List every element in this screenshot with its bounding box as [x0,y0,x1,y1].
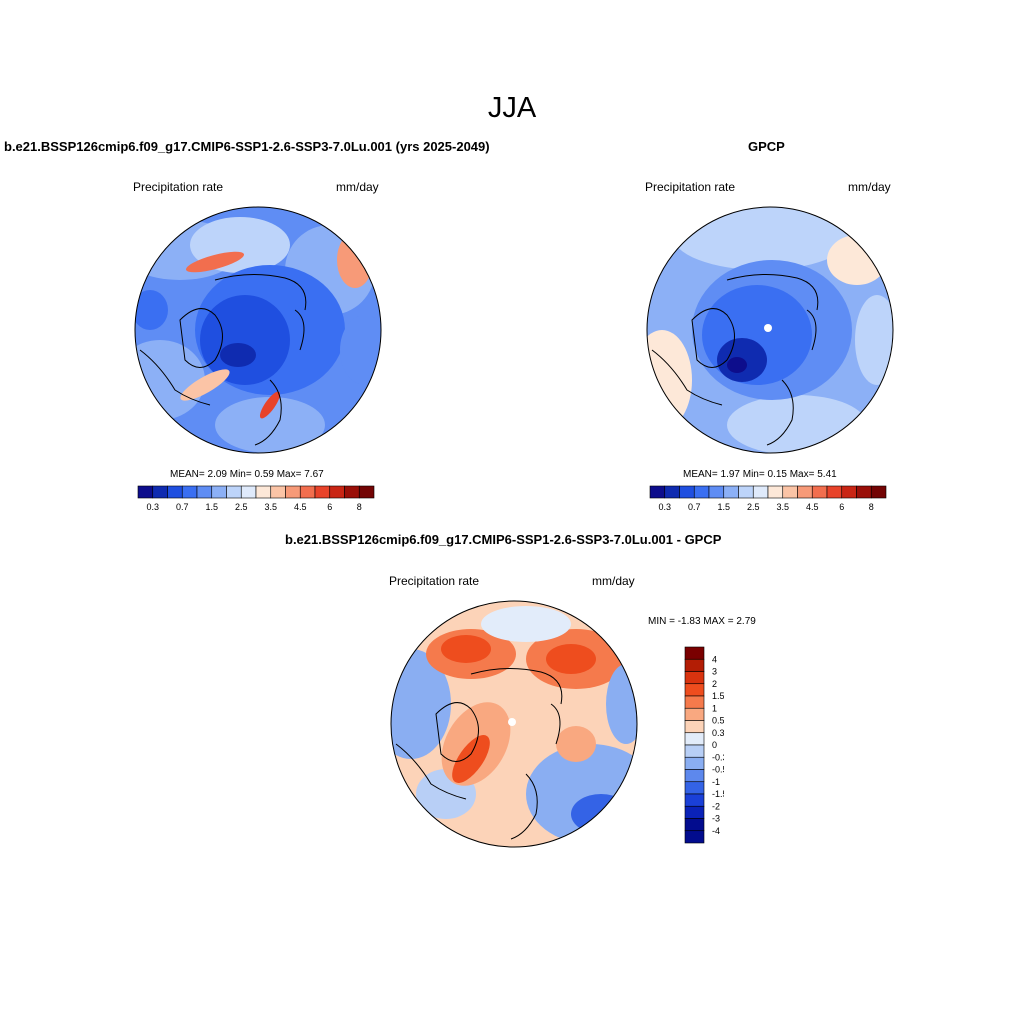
panel3-colorbar-tick-label: 2 [712,679,717,689]
panel1-colorbar-tick-label: 4.5 [294,502,307,512]
panel1-title: b.e21.BSSP126cmip6.f09_g17.CMIP6-SSP1-2.… [4,139,490,154]
panel2-colorbar-swatch [826,485,843,499]
panel1-stats: MEAN= 2.09 Min= 0.59 Max= 7.67 [170,469,324,480]
panel1-colorbar-swatch [196,485,213,499]
panel3-colorbar-tick-label: -2 [712,801,720,811]
panel1-colorbar-swatch [285,485,301,499]
panel2-colorbar-swatch [870,485,887,499]
panel2-colorbar-swatch [723,485,739,499]
panel1-colorbar-swatch [152,485,168,499]
panel3-stats: MIN = -1.83 MAX = 2.79 [648,616,756,627]
panel3-colorbar-tick-label: 1.5 [712,691,724,701]
panel2-colorbar-tick-label: 1.5 [717,502,730,512]
panel3-colorbar-swatch [684,646,705,660]
panel2-colorbar-swatch [664,485,680,499]
panel2-colorbar-swatch [693,485,710,499]
panel1-colorbar-swatch [358,485,375,499]
panel3-colorbar-swatch [684,818,705,832]
panel2-colorbar-swatch [738,485,754,499]
panel2-colorbar-swatch [856,485,872,499]
panel3-colorbar-tick-label: -0.5 [712,765,724,775]
panel3-colorbar-tick-label: 4 [712,654,717,664]
panel3-colorbar-swatch [684,707,705,721]
panel1-units-label: mm/day [336,180,379,194]
panel2-colorbar-swatch [782,485,798,499]
panel3-variable-label: Precipitation rate [389,574,480,588]
panel1-colorbar-swatch [314,485,331,499]
panel3-colorbar-tick-label: 0 [712,740,717,750]
panel2-colorbar-swatch [797,485,813,499]
panel1-colorbar-tick-label: 6 [327,502,332,512]
panel1-colorbar-swatch [240,485,257,499]
panel1-colorbar-swatch [270,485,286,499]
panel3-units-label: mm/day [592,574,635,588]
panel1-colorbar-swatch [299,485,316,499]
panel3-colorbar-swatch [684,671,705,685]
panel1-colorbar-swatch [255,485,272,499]
panel1-colorbar-tick-label: 2.5 [235,502,248,512]
panel1-colorbar-swatch [344,485,360,499]
panel2-colorbar-swatch [679,485,695,499]
panel3-colorbar-swatch [684,744,705,758]
panel3-colorbar-tick-label: 0.3 [712,728,724,738]
panel2-colorbar-tick-label: 2.5 [747,502,760,512]
panel1-colorbar-swatch [211,485,227,499]
panel3-colorbar-tick-label: -4 [712,826,720,836]
panel3-colorbar: 4 3 2 1.5 1 0.5 0.3 0 -0.3 -0.5 -1 -1.5 -2 -3 -4 [684,646,724,844]
panel3-colorbar-tick-label: -1.5 [712,789,724,799]
panel3-colorbar-swatch [684,720,705,734]
panel2-colorbar-swatch [752,485,769,499]
panel2-units-label: mm/day [848,180,891,194]
panel3-colorbar-tick-label: 3 [712,667,717,677]
panel2-variable-label: Precipitation rate [645,180,736,194]
panel2-colorbar-tick-label: 4.5 [806,502,819,512]
panel1-polar-map [134,206,382,454]
panel3-colorbar-swatch [684,769,705,783]
panel3-colorbar-tick-label: -0.3 [712,752,724,762]
panel3-colorbar-tick-label: 0.5 [712,716,724,726]
panel3-colorbar-swatch [684,830,705,844]
panel1-colorbar-tick-label: 3.5 [264,502,277,512]
panel3-colorbar-tick-label: -1 [712,777,720,787]
panel3-colorbar-tick-label: -3 [712,814,720,824]
panel3-colorbar-swatch [684,781,705,795]
panel2-colorbar-swatch [767,485,784,499]
panel2-colorbar-tick-label: 6 [839,502,844,512]
panel2-colorbar-tick-label: 0.7 [688,502,701,512]
panel3-colorbar-swatch [684,683,705,697]
panel3-title: b.e21.BSSP126cmip6.f09_g17.CMIP6-SSP1-2.… [285,532,722,547]
panel1-colorbar-tick-label: 8 [357,502,362,512]
panel3-colorbar-swatch [684,756,705,770]
panel3-colorbar-tick-label: 1 [712,703,717,713]
panel1-colorbar-swatch [329,485,345,499]
panel2-colorbar-tick-label: 3.5 [776,502,789,512]
panel3-colorbar-swatch [684,793,705,807]
panel2-title: GPCP [748,139,785,154]
panel3-polar-map [390,600,638,848]
panel3-colorbar-swatch [684,658,705,672]
panel1-colorbar-swatch [181,485,198,499]
panel3-colorbar-swatch [684,732,705,746]
panel1-colorbar-tick-label: 0.7 [176,502,189,512]
panel1-colorbar-tick-label: 1.5 [205,502,218,512]
main-title: JJA [487,92,537,124]
panel3-colorbar-swatch [684,695,705,709]
panel1-variable-label: Precipitation rate [133,180,224,194]
panel2-colorbar-swatch [708,485,725,499]
panel2-colorbar-swatch [811,485,828,499]
panel1-colorbar-tick-label: 0.3 [146,502,159,512]
panel1-colorbar-swatch [167,485,183,499]
panel2-polar-map [646,206,894,454]
panel2-colorbar-tick-label: 8 [869,502,874,512]
panel2-colorbar-swatch [649,485,666,499]
panel1-colorbar: 0.3 0.7 1.5 2.5 3.5 4.5 6 8 [137,485,375,512]
panel3-colorbar-swatch [684,805,705,819]
panel1-colorbar-swatch [137,485,154,499]
panel2-colorbar: 0.3 0.7 1.5 2.5 3.5 4.5 6 8 [649,485,887,512]
panel1-colorbar-swatch [226,485,242,499]
panel2-colorbar-tick-label: 0.3 [658,502,671,512]
panel2-colorbar-swatch [841,485,857,499]
panel2-stats: MEAN= 1.97 Min= 0.15 Max= 5.41 [683,469,837,480]
